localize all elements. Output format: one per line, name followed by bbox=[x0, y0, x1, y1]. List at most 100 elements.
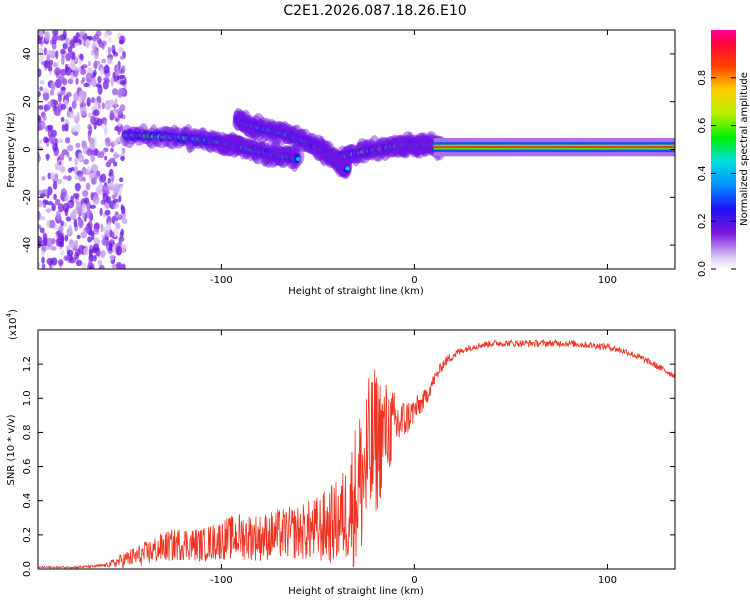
noise-blob bbox=[101, 58, 107, 64]
noise-blob bbox=[88, 265, 93, 269]
noise-blob bbox=[104, 64, 109, 71]
noise-blob bbox=[53, 193, 58, 201]
noise-blob bbox=[67, 144, 74, 152]
x-tick-label: 0 bbox=[411, 275, 417, 286]
noise-blob bbox=[115, 222, 121, 230]
noise-blob bbox=[41, 256, 45, 264]
noise-blob bbox=[75, 259, 83, 267]
noise-blob bbox=[112, 198, 119, 203]
noise-blob bbox=[59, 153, 65, 161]
x-tick-label: -100 bbox=[210, 575, 233, 586]
noise-blob bbox=[46, 257, 54, 266]
snr-exponent: (x104) bbox=[5, 309, 19, 340]
x-tick-label: -100 bbox=[210, 275, 233, 286]
noise-blob bbox=[38, 105, 44, 110]
y-tick-label: 20 bbox=[22, 95, 33, 108]
noise-blob bbox=[74, 182, 81, 192]
y-tick-label: 40 bbox=[22, 48, 33, 61]
noise-blob bbox=[106, 215, 112, 225]
noise-blob bbox=[78, 66, 82, 73]
noise-blob bbox=[108, 100, 115, 107]
noise-blob bbox=[39, 86, 44, 92]
noise-blob bbox=[52, 142, 58, 152]
snr-series-line bbox=[38, 338, 675, 569]
noise-blob bbox=[51, 42, 57, 50]
colorbar-tick-label: 0.6 bbox=[697, 118, 708, 134]
noise-blob bbox=[68, 156, 72, 162]
noise-blob bbox=[100, 249, 106, 258]
noise-blob bbox=[46, 237, 54, 248]
noise-blob bbox=[38, 47, 44, 53]
noise-blob bbox=[38, 142, 41, 147]
y-tick-label: -40 bbox=[22, 237, 33, 253]
y-tick-label: -20 bbox=[22, 189, 33, 205]
noise-blob bbox=[53, 62, 58, 68]
noise-blob bbox=[96, 95, 102, 103]
noise-blob bbox=[60, 188, 67, 198]
noise-blob bbox=[53, 109, 61, 116]
noise-blob bbox=[38, 199, 44, 208]
noise-blob bbox=[111, 194, 117, 199]
noise-blob bbox=[39, 138, 43, 144]
noise-blob bbox=[67, 249, 74, 257]
noise-blob bbox=[90, 49, 94, 56]
noise-blob bbox=[88, 254, 94, 262]
noise-blob bbox=[95, 83, 102, 88]
noise-blob bbox=[114, 98, 118, 108]
noise-blob bbox=[55, 210, 62, 221]
noise-blob bbox=[65, 91, 72, 98]
noise-blob bbox=[107, 177, 111, 184]
noise-blob bbox=[46, 153, 50, 162]
noise-blob bbox=[39, 30, 44, 38]
noise-blob bbox=[57, 259, 64, 266]
noise-blob bbox=[83, 82, 90, 88]
noise-blob bbox=[47, 172, 52, 180]
noise-blob bbox=[87, 35, 93, 41]
noise-blob bbox=[57, 138, 64, 144]
noise-blob bbox=[92, 110, 98, 116]
noise-blob bbox=[43, 60, 51, 69]
noise-blob bbox=[75, 201, 82, 212]
noise-blob bbox=[38, 146, 43, 151]
noise-blob bbox=[104, 79, 111, 84]
noise-blob bbox=[81, 203, 87, 214]
noise-blob bbox=[89, 204, 97, 209]
snr-ticks: -100 0 100 0.0 0.2 0.4 0.6 0.8 1.0 1.2 bbox=[22, 330, 675, 586]
x-tick-label: 0 bbox=[411, 575, 417, 586]
noise-blob bbox=[108, 186, 115, 191]
noise-blob bbox=[105, 196, 112, 204]
noise-blob bbox=[80, 231, 88, 239]
noise-blob bbox=[58, 225, 64, 234]
y-tick-label: 0 bbox=[22, 146, 33, 152]
chart-title: C2E1.2026.087.18.26.E10 bbox=[283, 3, 466, 19]
noise-blob bbox=[93, 61, 98, 69]
colorbar-ticks: 0.0 0.2 0.4 0.6 0.8 bbox=[697, 70, 736, 277]
noise-blob bbox=[43, 88, 49, 94]
noise-blob bbox=[103, 32, 109, 39]
noise-blob bbox=[97, 76, 102, 84]
noise-blob bbox=[65, 216, 72, 222]
noise-blob bbox=[61, 55, 65, 66]
noise-blob bbox=[66, 175, 72, 181]
noise-blob bbox=[94, 98, 98, 109]
noise-blob bbox=[70, 51, 75, 60]
noise-blob bbox=[102, 184, 110, 194]
noise-blob bbox=[114, 117, 120, 123]
noise-blob bbox=[58, 75, 66, 84]
spectrogram-ticks: -100 0 100 -40 -20 0 20 40 bbox=[22, 30, 675, 286]
noise-blob bbox=[91, 42, 98, 51]
noise-blob bbox=[73, 239, 79, 250]
noise-blob bbox=[107, 46, 112, 55]
noise-blob bbox=[86, 97, 91, 107]
noise-blob bbox=[119, 55, 124, 60]
noise-blob bbox=[88, 137, 95, 145]
noise-blob bbox=[38, 236, 43, 245]
noise-blob bbox=[92, 243, 100, 252]
noise-blob bbox=[39, 79, 45, 85]
noise-blob bbox=[38, 36, 42, 45]
snr-xlabel: Height of straight line (km) bbox=[288, 586, 424, 597]
noise-blob bbox=[70, 211, 77, 221]
noise-blob bbox=[91, 77, 97, 88]
noise-blob bbox=[93, 33, 100, 40]
